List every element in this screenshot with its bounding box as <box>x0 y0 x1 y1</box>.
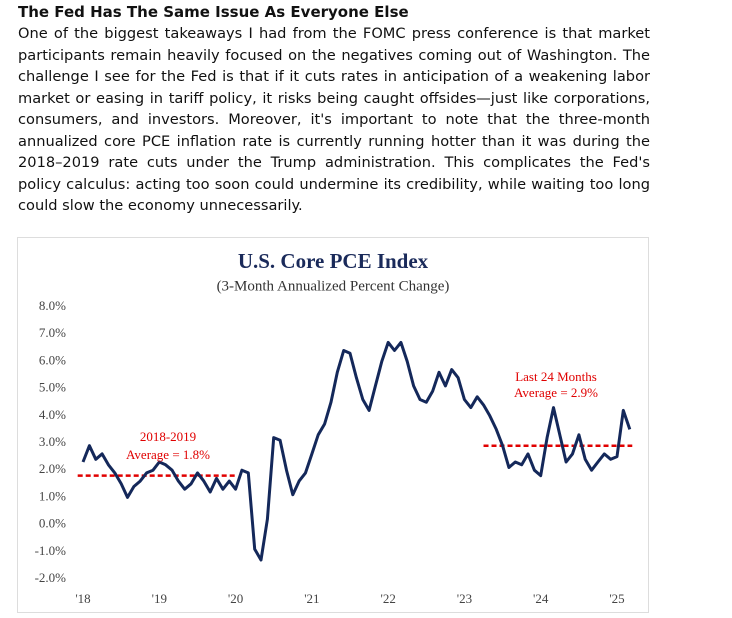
y-tick-label: 2.0% <box>39 461 66 476</box>
y-tick-label: 1.0% <box>39 488 66 503</box>
y-tick-label: 8.0% <box>39 298 66 313</box>
y-tick-label: -2.0% <box>35 570 67 585</box>
y-tick-label: 5.0% <box>39 380 66 395</box>
annotation-period: 2018-2019 <box>140 429 196 444</box>
x-tick-label: '19 <box>152 591 167 606</box>
x-tick-label: '23 <box>457 591 472 606</box>
x-tick-label: '22 <box>380 591 395 606</box>
chart-subtitle: (3-Month Annualized Percent Change) <box>217 278 450 294</box>
y-tick-label: 3.0% <box>39 434 66 449</box>
x-tick-label: '20 <box>228 591 243 606</box>
y-tick-label: 0.0% <box>39 516 66 531</box>
x-tick-label: '18 <box>75 591 90 606</box>
article-body: One of the biggest takeaways I had from … <box>18 25 650 214</box>
chart-frame <box>17 237 649 613</box>
annotation-average: Average = 1.8% <box>126 447 210 462</box>
annotation-period: Last 24 Months <box>515 369 597 384</box>
y-tick-label: -1.0% <box>35 543 67 558</box>
article-title: The Fed Has The Same Issue As Everyone E… <box>18 3 409 21</box>
data-line <box>81 340 632 562</box>
x-tick-label: '25 <box>609 591 624 606</box>
y-tick-label: 6.0% <box>39 352 66 367</box>
chart-title: U.S. Core PCE Index <box>238 249 429 273</box>
annotation-average: Average = 2.9% <box>514 385 598 400</box>
y-tick-label: 4.0% <box>39 407 66 422</box>
x-tick-label: '21 <box>304 591 319 606</box>
x-tick-label: '24 <box>533 591 549 606</box>
y-tick-label: 7.0% <box>39 325 66 340</box>
